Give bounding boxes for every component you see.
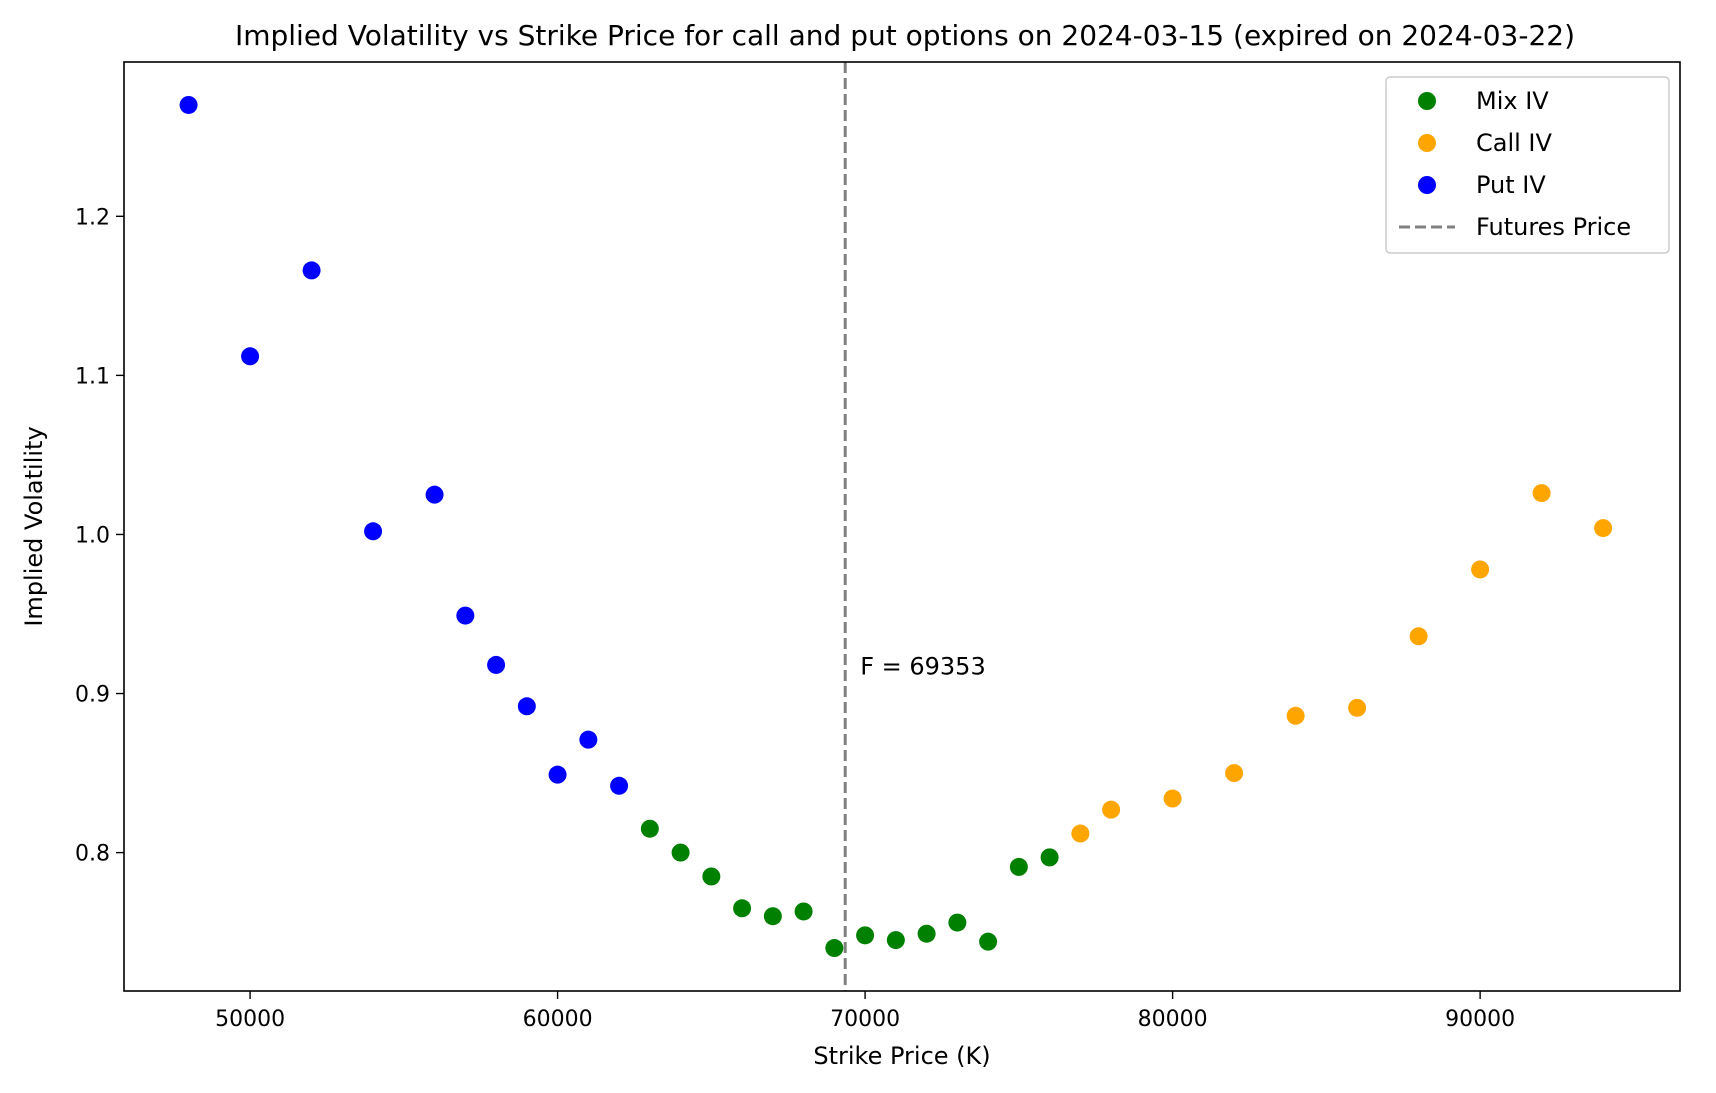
put-iv-point bbox=[548, 765, 567, 784]
mix-iv-point bbox=[640, 819, 659, 838]
put-iv-point bbox=[610, 776, 629, 795]
legend-label-mix-iv: Mix IV bbox=[1476, 87, 1549, 115]
mix-iv-point bbox=[1009, 857, 1028, 876]
put-iv-point bbox=[579, 730, 598, 749]
x-tick-label: 80000 bbox=[1138, 1007, 1208, 1032]
y-axis-label: Implied Volatility bbox=[20, 426, 48, 626]
put-iv-point bbox=[456, 606, 475, 625]
legend: Mix IV Call IV Put IV Futures Price bbox=[1385, 76, 1670, 254]
axes: 50000 60000 70000 80000 90000 0.8 0.9 1.0 1.1 1.2 bbox=[75, 205, 1515, 1032]
call-iv-point bbox=[1102, 800, 1121, 819]
mix-iv-point bbox=[948, 913, 967, 932]
put-iv-point bbox=[302, 261, 321, 280]
call-iv-point bbox=[1163, 789, 1182, 808]
mix-iv-point bbox=[825, 939, 844, 958]
chart-title: Implied Volatility vs Strike Price for c… bbox=[235, 19, 1575, 52]
legend-label-put-iv: Put IV bbox=[1476, 171, 1546, 199]
x-axis-label: Strike Price (K) bbox=[813, 1042, 990, 1070]
plot-area: F = 69353 bbox=[179, 62, 1613, 991]
legend-marker-mix-iv bbox=[1418, 92, 1436, 110]
put-iv-point bbox=[517, 697, 536, 716]
mix-iv-point bbox=[763, 907, 782, 926]
call-iv-point bbox=[1471, 560, 1490, 579]
x-tick-label: 50000 bbox=[215, 1007, 285, 1032]
y-tick-label: 0.8 bbox=[75, 842, 110, 867]
mix-iv-point bbox=[702, 867, 721, 886]
mix-iv-point bbox=[856, 926, 875, 945]
y-tick-label: 1.2 bbox=[75, 205, 110, 230]
mix-iv-point bbox=[733, 899, 752, 918]
put-iv-point bbox=[425, 485, 444, 504]
call-iv-point bbox=[1225, 764, 1244, 783]
call-iv-point bbox=[1409, 627, 1428, 646]
put-iv-point bbox=[364, 522, 383, 541]
call-iv-point bbox=[1532, 484, 1551, 503]
y-tick-label: 1.1 bbox=[75, 364, 110, 389]
y-tick-label: 1.0 bbox=[75, 523, 110, 548]
mix-iv-point bbox=[794, 902, 813, 921]
legend-marker-put-iv bbox=[1418, 176, 1436, 194]
x-tick-label: 70000 bbox=[830, 1007, 900, 1032]
legend-label-call-iv: Call IV bbox=[1476, 129, 1553, 157]
mix-iv-point bbox=[886, 931, 905, 950]
legend-box bbox=[1385, 76, 1670, 254]
call-iv-point bbox=[1594, 519, 1613, 538]
x-tick-label: 60000 bbox=[523, 1007, 593, 1032]
mix-iv-point bbox=[671, 843, 690, 862]
mix-iv-point bbox=[917, 924, 936, 943]
mix-iv-point bbox=[1040, 848, 1059, 867]
call-iv-point bbox=[1071, 824, 1090, 843]
legend-label-futures-price: Futures Price bbox=[1476, 213, 1631, 241]
x-tick-label: 90000 bbox=[1445, 1007, 1515, 1032]
put-iv-point bbox=[241, 347, 260, 366]
y-tick-label: 0.9 bbox=[75, 683, 110, 708]
put-iv-point bbox=[487, 655, 506, 674]
mix-iv-point bbox=[979, 932, 998, 951]
call-iv-point bbox=[1348, 698, 1367, 717]
call-iv-point bbox=[1286, 706, 1305, 725]
plot-frame bbox=[123, 61, 1681, 992]
put-iv-point bbox=[179, 95, 198, 114]
legend-marker-call-iv bbox=[1418, 134, 1436, 152]
futures-price-annotation: F = 69353 bbox=[860, 652, 986, 680]
